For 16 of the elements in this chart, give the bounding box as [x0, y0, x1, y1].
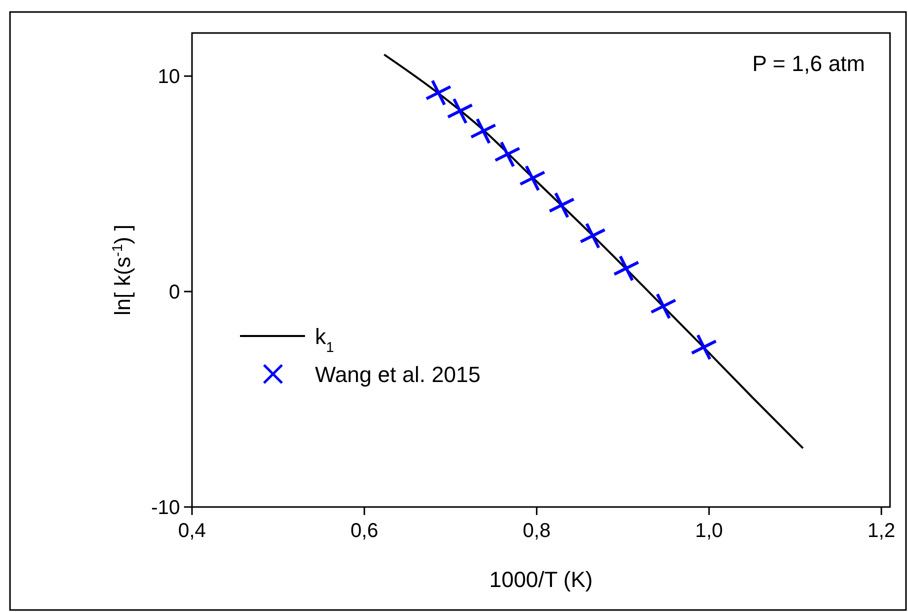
- y-tick-label: -10: [151, 497, 180, 519]
- legend-label: k$_{1}$: [315, 324, 334, 356]
- x-axis-title: 1000/T (K): [489, 567, 593, 592]
- point: [612, 254, 640, 282]
- x-tick-label: 0,6: [350, 520, 378, 542]
- x-tick-label: 0,4: [178, 520, 206, 542]
- point: [446, 97, 474, 124]
- y-tick-label: 0: [168, 282, 180, 304]
- x-tick-label: 1,0: [695, 520, 723, 542]
- legend-label: Wang et al. 2015: [315, 362, 481, 387]
- x-tick-label: 0,8: [522, 520, 551, 542]
- annotation: P = 1,6 atm: [752, 51, 865, 76]
- y-tick-label: 10: [158, 66, 180, 88]
- x-tick-label: 1,2: [867, 520, 896, 542]
- point: [494, 140, 521, 168]
- point: [548, 192, 576, 219]
